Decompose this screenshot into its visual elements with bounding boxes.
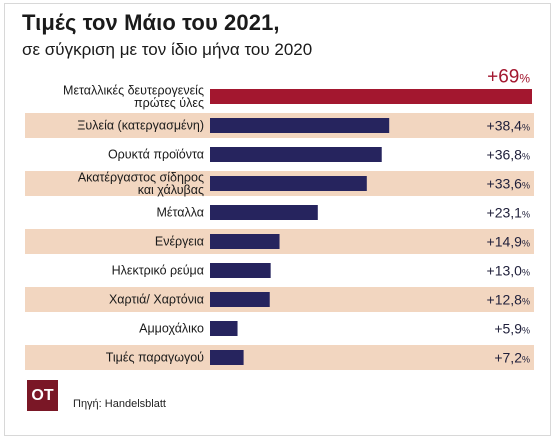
- bar: [210, 147, 382, 162]
- bar: [210, 176, 367, 191]
- bar: [210, 263, 271, 278]
- value-label: +14,9%: [487, 234, 530, 250]
- chart-title: Τιμές τον Μάιο του 2021,: [22, 10, 280, 35]
- value-label: +13,0%: [487, 263, 530, 279]
- value-label: +36,8%: [487, 147, 530, 163]
- source-note: Πηγή: Handelsblatt: [73, 398, 166, 410]
- bar: [210, 321, 238, 336]
- bar: [210, 234, 280, 249]
- value-label: +69%: [487, 67, 530, 88]
- value-label: +33,6%: [487, 176, 530, 192]
- bar: [210, 292, 270, 307]
- category-label: Ακατέργαστος σίδηρος και χάλυβας: [78, 170, 204, 197]
- category-label: Μέταλλα: [156, 206, 204, 220]
- bar: [210, 205, 318, 220]
- bar: [210, 89, 532, 104]
- value-label: +38,4%: [487, 118, 530, 134]
- category-label: Ορυκτά προϊόντα: [108, 148, 204, 162]
- chart-subtitle: σε σύγκριση με τον ίδιο μήνα του 2020: [22, 40, 313, 59]
- value-label: +12,8%: [487, 292, 530, 308]
- row-stripe: [25, 345, 534, 370]
- value-label: +23,1%: [487, 205, 530, 221]
- category-label: Τιμές παραγωγού: [106, 351, 204, 365]
- category-label: Ηλεκτρικό ρεύμα: [112, 264, 204, 278]
- category-label: Ξυλεία (κατεργασμένη): [77, 119, 204, 133]
- bar: [210, 350, 244, 365]
- category-label: Αμμοχάλικο: [139, 322, 204, 336]
- category-label: Μεταλλικές δευτερογενείς πρώτες ύλες: [63, 83, 204, 110]
- category-label: Ενέργεια: [155, 235, 204, 249]
- ot-logo: OT: [27, 380, 58, 411]
- value-label: +5,9%: [494, 321, 530, 337]
- value-label: +7,2%: [494, 350, 530, 366]
- row-stripe: [25, 287, 534, 312]
- bar: [210, 118, 390, 133]
- category-label: Χαρτιά/ Χαρτόνια: [109, 293, 204, 307]
